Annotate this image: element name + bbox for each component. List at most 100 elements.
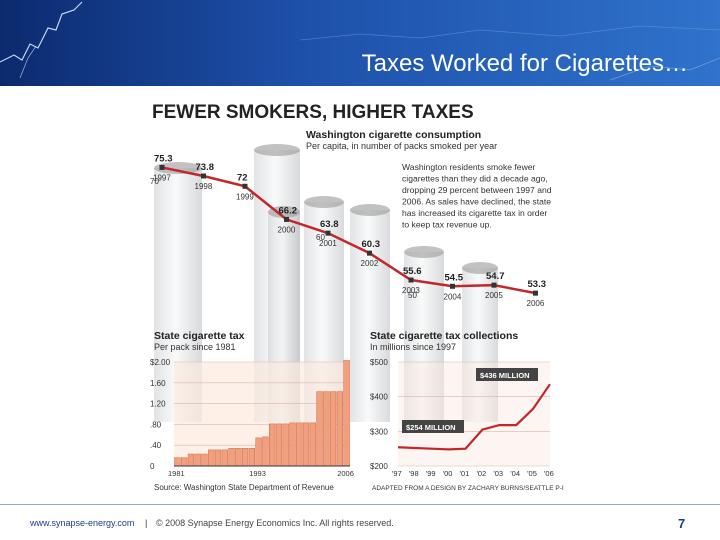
tax-bar: [289, 422, 296, 467]
consumption-year-label: 2001: [319, 239, 337, 248]
tax-bar: [214, 449, 222, 467]
consumption-year-label: 2005: [485, 291, 503, 300]
consumption-value-label: 66.2: [279, 205, 298, 216]
collections-y-tick: $400: [370, 393, 388, 402]
tax-bar: [282, 423, 289, 467]
graphic-headline: FEWER SMOKERS, HIGHER TAXES: [152, 102, 474, 123]
tax-bar: [296, 422, 303, 467]
tax-bar: [248, 448, 255, 467]
consumption-point: [491, 282, 497, 288]
slide-title: Taxes Worked for Cigarettes…: [361, 50, 688, 77]
consumption-point: [284, 216, 289, 222]
consumption-year-label: 1998: [195, 182, 213, 191]
collections-subtitle: In millions since 1997: [370, 342, 456, 352]
consumption-value-label: 75.3: [154, 153, 173, 164]
consumption-point: [533, 290, 538, 296]
cigarette-ash: [350, 204, 390, 216]
description-line: to keep tax revenue up.: [402, 220, 492, 230]
cigarette-ash: [462, 262, 498, 274]
collections-y-tick: $500: [370, 358, 388, 367]
tax-y-tick: .40: [150, 441, 162, 450]
tax-bar: [208, 449, 215, 467]
consumption-y-tick: 60: [316, 233, 325, 242]
cigarette-shape: [462, 268, 498, 422]
cigarette-shape: [350, 210, 390, 422]
tax-chart: $2.00 1.60 1.20 .80 .40 0 1981 1993 2006: [150, 358, 354, 478]
collections-x-tick: '01: [460, 469, 470, 478]
tax-bar: [235, 448, 242, 467]
tax-bar: [187, 453, 195, 467]
collections-x-tick: '99: [426, 469, 436, 478]
tax-bar: [329, 391, 337, 467]
consumption-value-label: 72: [237, 172, 248, 183]
tax-y-tick: .80: [150, 420, 162, 429]
tax-bar: [221, 449, 228, 467]
tax-subtitle: Per pack since 1981: [154, 342, 236, 352]
tax-title: State cigarette tax: [154, 330, 245, 342]
description-line: dropping 29 percent between 1997 and: [402, 185, 552, 195]
collections-x-tick: '06: [544, 469, 554, 478]
description-line: cigarettes than they did a decade ago,: [402, 174, 548, 184]
collections-chart: $500 $400 $300 $200 '97 '98 '99 '00 '01 '02 '03 '04…: [370, 358, 554, 478]
callout-low: $254 MILLION: [406, 423, 456, 432]
description-line: 2006. As sales have declined, the state: [402, 197, 551, 207]
callout-high: $436 MILLION: [480, 371, 530, 380]
tax-bar: [323, 391, 330, 467]
consumption-y-tick: 50: [408, 291, 417, 300]
consumption-chart: 70 60 50 75.3 1997 73.8 1998 72 1999 66.2 2000 63.8…: [150, 153, 546, 308]
collections-x-tick: '00: [443, 469, 453, 478]
tax-x-tick: 1993: [249, 469, 266, 478]
cigarette-ash: [304, 196, 344, 208]
footer-url[interactable]: www.synapse-energy.com: [30, 518, 135, 528]
infographic: FEWER SMOKERS, HIGHER TAXES Washington c…: [146, 92, 566, 503]
consumption-value-label: 60.3: [362, 239, 381, 250]
consumption-year-label: 2002: [361, 259, 379, 268]
slide-footer: www.synapse-energy.com | © 2008 Synapse …: [0, 504, 720, 540]
collections-line: [397, 383, 551, 451]
tax-y-tick: $2.00: [150, 358, 171, 367]
collections-title: State cigarette tax collections: [370, 330, 518, 342]
description-line: has increased its cigarette tax in order: [402, 208, 547, 218]
collections-x-tick: '04: [510, 469, 520, 478]
callout-box-high: [476, 368, 538, 381]
tax-bar: [262, 436, 269, 467]
cigarette-ash: [254, 144, 300, 156]
lightning-decoration: [0, 1, 720, 81]
graphic-source: Source: Washington State Department of R…: [154, 483, 334, 492]
consumption-value-label: 53.3: [528, 279, 547, 290]
tax-x-tick: 2006: [337, 469, 354, 478]
footer-divider: [0, 504, 720, 505]
consumption-value-label: 54.5: [445, 272, 464, 283]
consumption-year-label: 1997: [153, 173, 171, 182]
consumption-point: [201, 173, 206, 179]
consumption-point: [408, 277, 414, 283]
tax-y-tick: 0: [150, 462, 155, 471]
consumption-year-label: 2003: [402, 286, 420, 295]
consumption-point: [242, 183, 248, 189]
consumption-line: [161, 166, 536, 295]
tax-bar: [343, 360, 350, 467]
consumption-y-tick: 70: [150, 177, 159, 186]
collections-y-tick: $200: [370, 462, 388, 471]
footer-copyright: © 2008 Synapse Energy Economics Inc. All…: [156, 518, 394, 528]
tax-bar: [241, 448, 249, 467]
tax-x-tick: 1981: [168, 469, 185, 478]
consumption-year-label: 2004: [444, 292, 462, 301]
slide-header: Taxes Worked for Cigarettes…: [0, 0, 720, 86]
consumption-value-label: 73.8: [196, 162, 215, 173]
tax-bar: [228, 448, 235, 467]
consumption-point: [325, 230, 331, 236]
tax-bar: [309, 422, 316, 467]
collections-x-tick: '05: [527, 469, 537, 478]
consumption-point: [159, 164, 165, 170]
tax-bar: [275, 423, 283, 467]
consumption-value-label: 54.7: [486, 271, 505, 282]
consumption-value-label: 55.6: [403, 266, 422, 277]
tax-bar: [269, 423, 276, 467]
infographic-svg: FEWER SMOKERS, HIGHER TAXES Washington c…: [150, 102, 564, 492]
consumption-year-label: 2006: [527, 299, 545, 308]
cigarette-ash: [404, 246, 444, 258]
tax-bar: [194, 453, 201, 467]
consumption-year-label: 1999: [236, 192, 254, 201]
graphic-description: Washington residents smoke fewer cigarett…: [402, 162, 552, 230]
